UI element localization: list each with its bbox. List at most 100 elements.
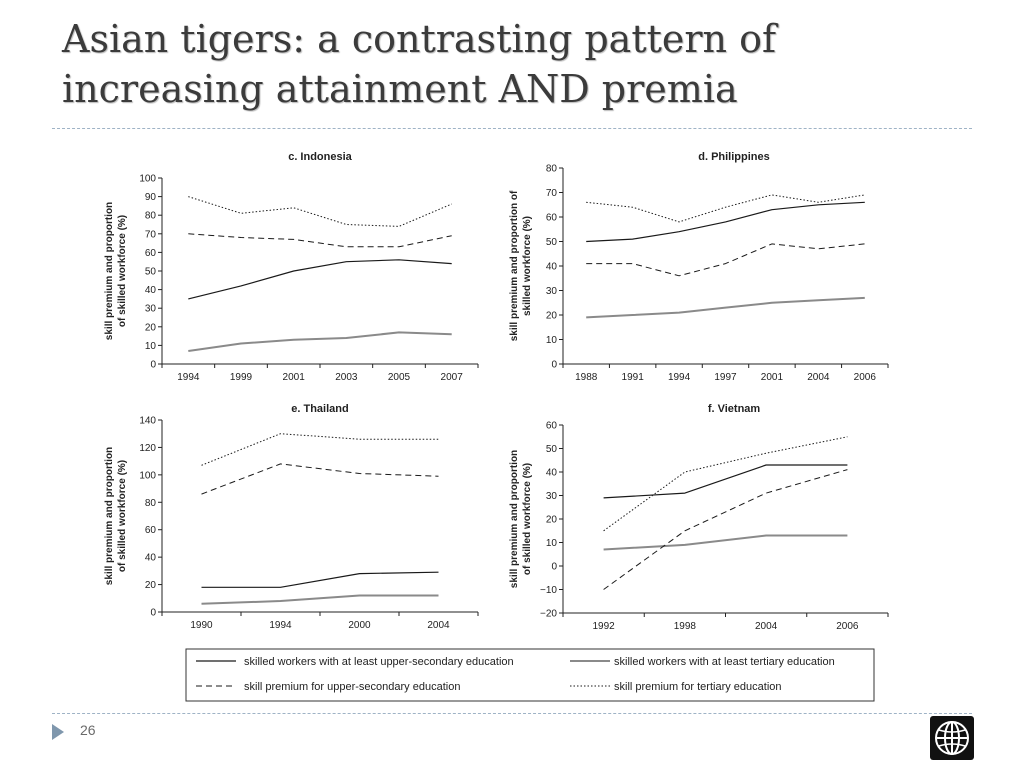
y-tick-label: 60 [145,248,157,259]
x-tick-label: 2006 [836,621,859,632]
x-tick-label: 1997 [714,372,737,383]
x-tick-label: 1999 [230,372,253,383]
y-tick-label: 90 [145,192,157,203]
series-line-premium-upper-secondary [603,469,848,590]
title-divider [52,128,972,129]
y-tick-label: 20 [145,322,157,333]
x-tick-label: 2001 [761,372,784,383]
y-axis-label-line-2: skilled workforce (%) [522,216,533,316]
x-tick-label: 2007 [441,372,464,383]
legend-label-premium-tertiary: skill premium for tertiary education [614,681,782,693]
y-tick-label: 0 [551,360,557,371]
y-tick-label: 70 [145,229,157,240]
x-tick-label: 1994 [668,372,691,383]
globe-icon [930,716,974,760]
slide-title-line-1: Asian tigers: a contrasting pattern of [62,17,777,61]
slide-title: Asian tigers: a contrasting pattern of i… [62,14,962,114]
y-tick-label: 50 [546,444,558,455]
y-tick-label: 10 [546,335,558,346]
chart-panel-2: d. Philippines 0 10 20 30 40 50 60 70 80 1988 1991 1… [509,151,889,383]
series-line-upper-secondary [188,259,452,300]
y-tick-label: 100 [139,470,156,481]
y-axis-label-line-2: of skilled workforce (%) [522,463,533,575]
x-tick-label: 2004 [427,620,450,631]
y-axis-label-line-1: skill premium and proportion of [509,190,520,341]
y-tick-label: 40 [546,262,558,273]
y-tick-label: 100 [139,174,156,185]
x-tick-label: 1992 [593,621,616,632]
series-line-tertiary [586,296,865,319]
series-line-premium-tertiary [188,196,452,227]
y-tick-label: 40 [546,468,558,479]
footer-arrow-icon [52,724,64,740]
y-tick-label: 10 [546,538,558,549]
y-tick-label: −20 [540,609,557,620]
chart-title: c. Indonesia [288,151,352,163]
x-tick-label: 1994 [177,372,200,383]
series-line-premium-upper-secondary [188,233,452,248]
x-tick-label: 1988 [575,372,598,383]
slide-title-line-2: increasing attainment AND premia [62,67,738,111]
y-tick-label: 40 [145,285,157,296]
y-tick-label: 20 [546,515,558,526]
y-tick-label: 60 [546,421,558,432]
y-tick-label: 0 [551,562,557,573]
y-tick-label: 50 [546,237,558,248]
legend-label-upper-secondary: skilled workers with at least upper-seco… [244,656,514,668]
series-line-premium-upper-secondary [586,243,865,277]
y-tick-label: 40 [145,553,157,564]
x-tick-label: 1998 [674,621,697,632]
y-axis-label-line-2: of skilled workforce (%) [117,215,128,327]
legend: skilled workers with at least upper-seco… [185,648,875,702]
y-tick-label: 70 [546,188,558,199]
chart-panel-3: e. Thailand 0 20 40 60 80 100 120 140 1990 1994 200… [104,403,479,631]
y-axis-label-line-1: skill premium and proportion [104,447,115,585]
x-tick-label: 1994 [269,620,292,631]
chart-title: d. Philippines [698,151,770,163]
series-line-upper-secondary [603,464,848,499]
x-tick-label: 2004 [807,372,830,383]
series-line-upper-secondary [201,571,439,588]
y-tick-label: 60 [145,525,157,536]
y-tick-label: 140 [139,416,156,427]
chart-title: e. Thailand [291,403,348,415]
y-tick-label: 30 [546,286,558,297]
x-tick-label: 2006 [854,372,877,383]
x-tick-label: 2004 [755,621,778,632]
y-tick-label: 30 [145,304,157,315]
y-tick-label: 30 [546,491,558,502]
series-line-tertiary [188,331,452,352]
y-tick-label: 60 [546,213,558,224]
y-tick-label: 0 [150,608,156,619]
series-line-premium-tertiary [586,194,865,223]
y-axis-label-line-1: skill premium and proportion [104,202,115,340]
x-tick-label: 2005 [388,372,411,383]
series-line-tertiary [603,534,848,551]
y-tick-label: 80 [145,498,157,509]
x-tick-label: 1991 [622,372,645,383]
x-tick-label: 1990 [190,620,213,631]
series-line-tertiary [201,594,439,605]
chart-panel-1: c. Indonesia 0 10 20 30 40 50 60 70 80 90 100 1994 19… [104,151,479,383]
legend-box [185,648,875,702]
x-tick-label: 2003 [335,372,358,383]
y-tick-label: 10 [145,341,157,352]
series-line-premium-tertiary [201,433,439,466]
series-line-upper-secondary [586,201,865,243]
y-tick-label: 20 [546,311,558,322]
legend-label-tertiary: skilled workers with at least tertiary e… [614,656,835,668]
series-line-premium-tertiary [603,436,848,532]
chart-title: f. Vietnam [708,403,761,415]
y-tick-label: −10 [540,585,557,596]
chart-panel-4: f. Vietnam −20 −10 0 10 20 30 40 50 60 1992 1998 200… [509,403,889,632]
y-axis-label-line-2: of skilled workforce (%) [117,460,128,572]
y-tick-label: 0 [150,360,156,371]
y-tick-label: 50 [145,267,157,278]
page-number: 26 [80,722,96,738]
x-tick-label: 2000 [348,620,371,631]
x-tick-label: 2001 [283,372,306,383]
y-tick-label: 120 [139,443,156,454]
y-axis-label-line-1: skill premium and proportion [509,450,520,588]
